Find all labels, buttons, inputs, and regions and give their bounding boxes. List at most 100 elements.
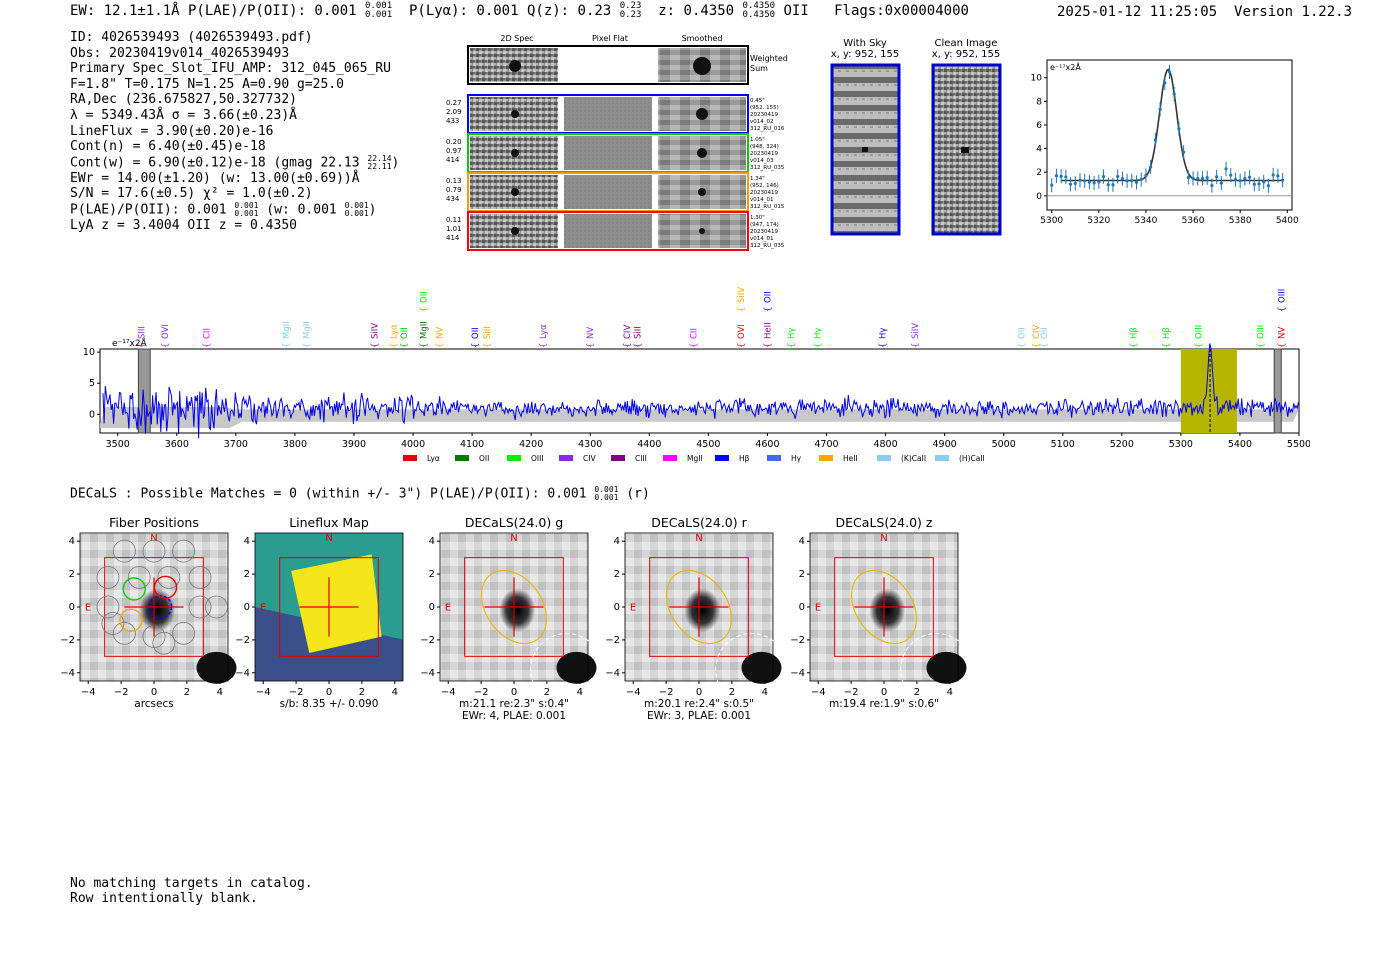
fiber-row-val-3-0: 0.11 bbox=[446, 216, 462, 224]
spec-line-label-text-28: OIII bbox=[1195, 325, 1205, 339]
spec-line-label-13: NV { bbox=[586, 327, 596, 348]
thumb-aperture-box-2 bbox=[464, 557, 564, 657]
thumb-xtick-label-4-2: 2 bbox=[914, 687, 920, 698]
fiber-circle-1 bbox=[142, 539, 166, 563]
thumb-xtick-label-1-4: 4 bbox=[392, 687, 398, 698]
spec-line-label-text-3: MgII bbox=[282, 321, 292, 339]
thumb-xtick-label-4--4: −4 bbox=[811, 687, 826, 698]
spec-line-label-brace-26: { bbox=[1130, 343, 1140, 348]
thumb-title-0: Fiber Positions bbox=[109, 515, 199, 530]
fiber-circle-0 bbox=[113, 539, 136, 563]
fiber-row-info-1-4: 312_RU_035 bbox=[750, 165, 785, 171]
zoom-point-5320 bbox=[1097, 180, 1101, 184]
thumb-ytick-label-2-2: 2 bbox=[429, 569, 435, 580]
spec-line-label-6: Lyα { bbox=[390, 324, 400, 348]
spec-flux-line bbox=[102, 343, 1299, 439]
spec-line-label-text-2: CII bbox=[202, 328, 212, 339]
info-plae-w-fraction: 0.001 0.001 bbox=[344, 201, 369, 219]
header-ew: EW: 12.1±1.1Å P(LAE)/P(OII): 0.001 0.001… bbox=[70, 2, 969, 20]
spec-line-label-4: MgII { bbox=[303, 321, 313, 348]
info-params: F=1.8" T=0.175 N=1.25 A=0.90 g=25.0 bbox=[70, 76, 344, 92]
zoom-point-5344 bbox=[1153, 138, 1157, 142]
fiber-circle-8 bbox=[188, 595, 212, 619]
spec-line-label-high-text-3: OIII bbox=[1277, 289, 1287, 303]
fiber-circle-7 bbox=[96, 595, 120, 619]
spec-ytick-label-0: 0 bbox=[89, 409, 95, 420]
spec-line-label-27: Hβ { bbox=[1162, 327, 1172, 348]
legend-label-3: CIV bbox=[583, 454, 596, 463]
thumb-title-3: DECaLS(24.0) r bbox=[651, 515, 747, 530]
thumb-north-4: N bbox=[880, 533, 887, 544]
thumb-xtick-label-3-0: 0 bbox=[696, 687, 702, 698]
thumb-ytick-label-2-0: 0 bbox=[429, 602, 435, 613]
spec-xtick-label-4900: 4900 bbox=[933, 439, 957, 450]
spec-line-label-brace-15: { bbox=[634, 343, 644, 348]
full-spectrum-chart: e⁻¹⁷x2Å 3500 3600 3700 3800 3900 4000 4100 4200 4… bbox=[83, 287, 1310, 463]
zoom-point-5366 bbox=[1205, 176, 1209, 180]
header-timestamp: 2025-01-12 11:25:05 Version 1.22.3 bbox=[1057, 4, 1352, 20]
spec-xtick-label-4100: 4100 bbox=[460, 439, 484, 450]
spec-masked-region-2 bbox=[1273, 348, 1282, 434]
spec-line-label-1: OVI { bbox=[161, 324, 171, 348]
zoom-point-5306 bbox=[1064, 175, 1068, 179]
thumb-neighbor-ring-2 bbox=[530, 632, 604, 706]
footer-notes: No matching targets in catalog. Row inte… bbox=[70, 876, 313, 906]
zoom-point-5370 bbox=[1215, 175, 1219, 179]
info-block: ID: 4026539493 (4026539493.pdf) Obs: 202… bbox=[70, 30, 399, 234]
fiber-row-pixelflat-0 bbox=[564, 97, 652, 131]
zoom-point-5390 bbox=[1262, 180, 1266, 184]
fiber-row-info-3-3: v014_01 bbox=[750, 236, 774, 242]
legend-swatch-2 bbox=[507, 455, 521, 461]
spec-line-label-text-17: OVI bbox=[737, 324, 747, 339]
fiber-circle-6 bbox=[188, 566, 212, 589]
spec-line-label-text-1: OVI bbox=[161, 324, 171, 339]
zoom-point-5362 bbox=[1196, 176, 1200, 181]
spec-line-label-text-16: CII bbox=[690, 328, 700, 339]
spec-line-label-high-1: SiIV { bbox=[737, 287, 747, 312]
spec-xtick-label-5500: 5500 bbox=[1287, 439, 1310, 450]
clean-image-source bbox=[961, 147, 969, 153]
legend-swatch-5 bbox=[663, 455, 677, 461]
spec-line-label-high-text-0: OII bbox=[420, 291, 430, 303]
spec-line-label-brace-23: { bbox=[1017, 343, 1027, 348]
spec-line-label-brace-0: { bbox=[137, 343, 147, 348]
spec-line-label-14: CIV { bbox=[623, 325, 633, 348]
fiber-circle-2 bbox=[172, 539, 196, 563]
thumb-aperture-ellipse-3 bbox=[665, 569, 733, 645]
spec-line-label-30: NV { bbox=[1277, 327, 1287, 348]
spec-xtick-label-4600: 4600 bbox=[755, 439, 779, 450]
zoom-point-5396 bbox=[1276, 174, 1280, 178]
thumb-xtick-label-1--2: −2 bbox=[289, 687, 304, 698]
thumb-east-0: E bbox=[85, 602, 91, 613]
zoom-point-5322 bbox=[1101, 174, 1106, 179]
spec-xtick-label-4000: 4000 bbox=[401, 439, 425, 450]
info-redshifts: LyA z = 3.4004 OII z = 0.4350 bbox=[70, 218, 297, 234]
thumb-neighbor-ring-4 bbox=[900, 632, 974, 706]
zoom-point-5312 bbox=[1078, 178, 1082, 182]
spec-line-label-high-brace-3: { bbox=[1277, 307, 1287, 312]
fiber-highlight-1 bbox=[122, 577, 146, 601]
fiber-row-info-2-4: 312_RU_015 bbox=[750, 204, 785, 210]
zoom-point-5316 bbox=[1087, 180, 1092, 184]
zoom-point-5310 bbox=[1073, 181, 1077, 186]
spec-xtick-label-4500: 4500 bbox=[696, 439, 720, 450]
spec-line-label-brace-6: { bbox=[390, 343, 400, 348]
zoom-ytick-label-6: 6 bbox=[1036, 121, 1042, 131]
zoom-point-5332 bbox=[1125, 179, 1129, 183]
fiber-circle-11 bbox=[172, 621, 196, 645]
spec-line-label-high-brace-1: { bbox=[737, 307, 747, 312]
spec-line-label-16: CII { bbox=[690, 328, 700, 348]
fiber-row-pixelflat-1 bbox=[564, 136, 652, 170]
info-sn: S/N = 17.6(±0.5) χ² = 1.0(±0.2) bbox=[70, 186, 313, 202]
fiber-row-source-3 bbox=[511, 227, 519, 235]
thumb-title-4: DECaLS(24.0) z bbox=[836, 515, 933, 530]
thumb-neighbor-2 bbox=[556, 651, 597, 684]
legend-swatch-1 bbox=[455, 455, 469, 461]
thumb-ytick-label-0-2: 2 bbox=[69, 569, 75, 580]
zoom-xtick-label-5380: 5380 bbox=[1229, 216, 1252, 226]
legend-swatch-10 bbox=[935, 455, 949, 461]
thumb-aperture-ellipse-4 bbox=[850, 569, 918, 645]
fiber-row-info-0-4: 312_RU_016 bbox=[750, 126, 785, 132]
thumb-ytick-label-4-2: 2 bbox=[799, 569, 805, 580]
spec-line-label-text-18: HeII bbox=[763, 322, 773, 339]
